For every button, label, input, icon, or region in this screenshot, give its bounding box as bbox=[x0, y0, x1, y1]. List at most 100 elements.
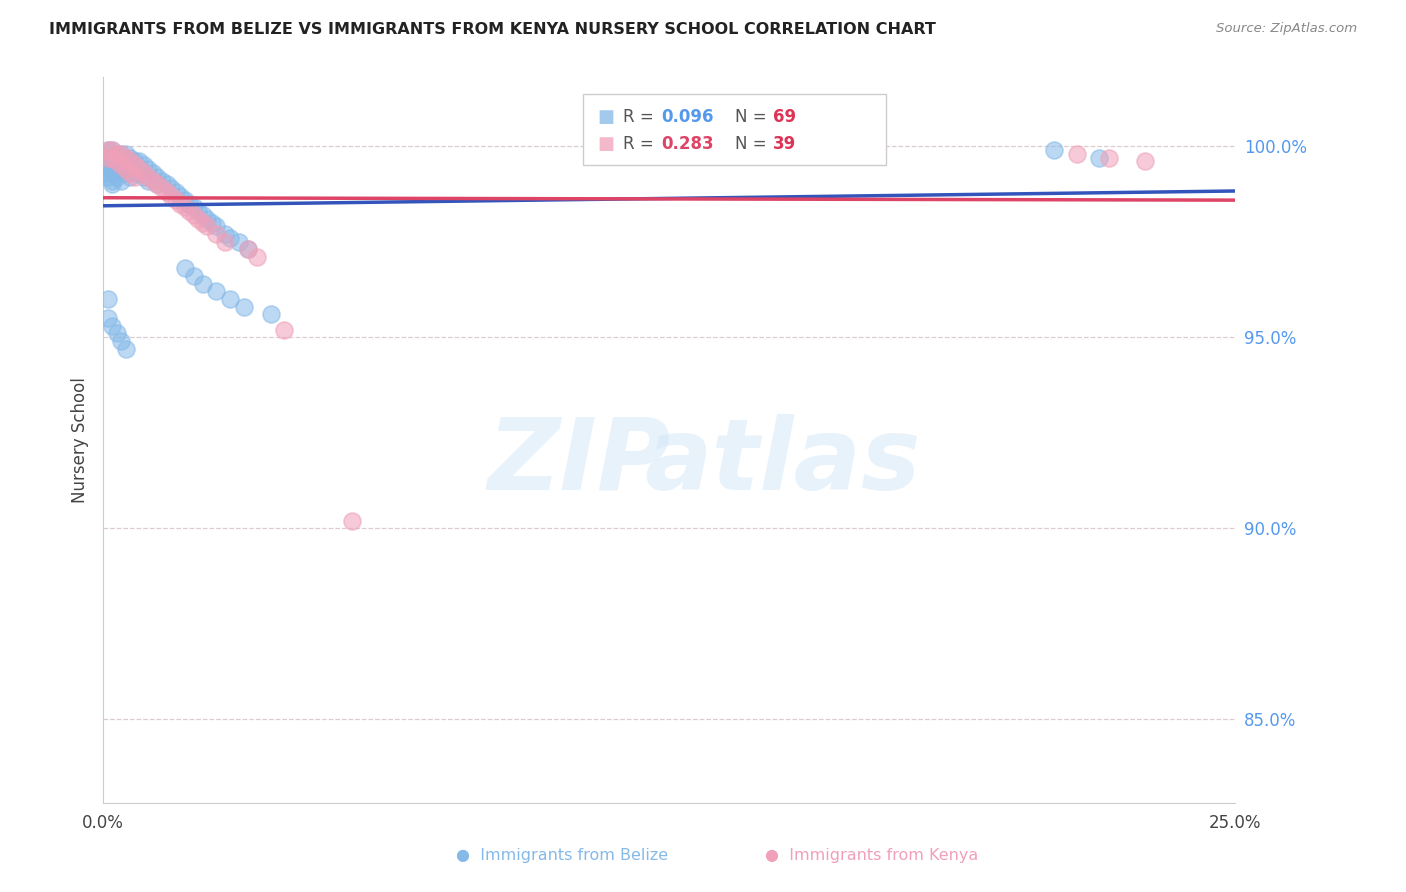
Point bbox=[214, 235, 236, 249]
Point bbox=[101, 166, 124, 180]
Point bbox=[101, 151, 124, 165]
Point bbox=[1097, 151, 1119, 165]
Text: ●  Immigrants from Kenya: ● Immigrants from Kenya bbox=[765, 848, 979, 863]
Point bbox=[179, 204, 201, 219]
Point bbox=[110, 162, 132, 177]
Point bbox=[155, 185, 177, 199]
Point bbox=[124, 154, 146, 169]
Point bbox=[105, 162, 128, 177]
Text: R =: R = bbox=[623, 108, 659, 126]
Point bbox=[183, 200, 205, 214]
Point bbox=[110, 173, 132, 187]
Point bbox=[105, 154, 128, 169]
Point bbox=[201, 216, 224, 230]
Point bbox=[160, 181, 183, 195]
Point bbox=[150, 181, 173, 195]
Y-axis label: Nursery School: Nursery School bbox=[72, 377, 89, 503]
Point bbox=[342, 514, 364, 528]
Text: Source: ZipAtlas.com: Source: ZipAtlas.com bbox=[1216, 22, 1357, 36]
Point bbox=[128, 166, 150, 180]
Point bbox=[205, 285, 228, 299]
Text: ●  Immigrants from Belize: ● Immigrants from Belize bbox=[457, 848, 668, 863]
Point bbox=[142, 173, 165, 187]
Point bbox=[105, 154, 128, 169]
Point bbox=[114, 342, 136, 356]
Point bbox=[142, 166, 165, 180]
Point bbox=[214, 227, 236, 241]
Point bbox=[150, 173, 173, 187]
Text: N =: N = bbox=[735, 108, 772, 126]
Point bbox=[232, 300, 254, 314]
Point bbox=[101, 173, 124, 187]
Point bbox=[124, 166, 146, 180]
Text: IMMIGRANTS FROM BELIZE VS IMMIGRANTS FROM KENYA NURSERY SCHOOL CORRELATION CHART: IMMIGRANTS FROM BELIZE VS IMMIGRANTS FRO… bbox=[49, 22, 936, 37]
Point bbox=[120, 166, 142, 180]
Point bbox=[132, 169, 155, 184]
Point bbox=[105, 326, 128, 341]
Point bbox=[120, 169, 142, 184]
Text: R =: R = bbox=[623, 135, 659, 153]
Text: 69: 69 bbox=[773, 108, 796, 126]
Point bbox=[146, 178, 169, 192]
Point bbox=[1088, 151, 1111, 165]
Point bbox=[97, 143, 120, 157]
Point bbox=[97, 151, 120, 165]
Point bbox=[205, 227, 228, 241]
Point bbox=[173, 261, 195, 276]
Point bbox=[124, 169, 146, 184]
Point bbox=[101, 178, 124, 192]
Point bbox=[169, 189, 191, 203]
Point bbox=[101, 143, 124, 157]
Point bbox=[114, 151, 136, 165]
Point bbox=[195, 211, 218, 226]
Point bbox=[138, 162, 160, 177]
Point bbox=[97, 143, 120, 157]
Point bbox=[236, 243, 259, 257]
Point bbox=[97, 154, 120, 169]
Point bbox=[191, 216, 214, 230]
Point bbox=[97, 151, 120, 165]
Point bbox=[236, 243, 259, 257]
Point bbox=[110, 158, 132, 172]
Point bbox=[97, 311, 120, 326]
Point bbox=[101, 158, 124, 172]
Point bbox=[110, 334, 132, 348]
Point bbox=[120, 158, 142, 172]
Point bbox=[191, 208, 214, 222]
Point bbox=[155, 178, 177, 192]
Point bbox=[114, 146, 136, 161]
Point bbox=[120, 151, 142, 165]
Text: ■: ■ bbox=[598, 108, 614, 126]
Point bbox=[105, 146, 128, 161]
Point bbox=[114, 162, 136, 177]
Point bbox=[120, 154, 142, 169]
Point bbox=[273, 322, 295, 336]
Point bbox=[128, 154, 150, 169]
Point bbox=[97, 166, 120, 180]
Point bbox=[101, 318, 124, 333]
Point bbox=[114, 154, 136, 169]
Point bbox=[183, 208, 205, 222]
Point bbox=[97, 292, 120, 306]
Point bbox=[138, 173, 160, 187]
Text: N =: N = bbox=[735, 135, 772, 153]
Point bbox=[138, 169, 160, 184]
Point bbox=[97, 169, 120, 184]
Point bbox=[160, 189, 183, 203]
Point bbox=[132, 166, 155, 180]
Point bbox=[97, 162, 120, 177]
Point bbox=[260, 307, 283, 321]
Point bbox=[191, 277, 214, 291]
Point bbox=[1043, 143, 1066, 157]
Point bbox=[101, 151, 124, 165]
Point bbox=[246, 250, 269, 264]
Text: atlas: atlas bbox=[644, 414, 921, 510]
Point bbox=[219, 231, 242, 245]
Point bbox=[1133, 154, 1156, 169]
Point bbox=[179, 196, 201, 211]
Point bbox=[146, 178, 169, 192]
Point bbox=[146, 169, 169, 184]
Point bbox=[173, 200, 195, 214]
Point bbox=[124, 158, 146, 172]
Point bbox=[128, 162, 150, 177]
